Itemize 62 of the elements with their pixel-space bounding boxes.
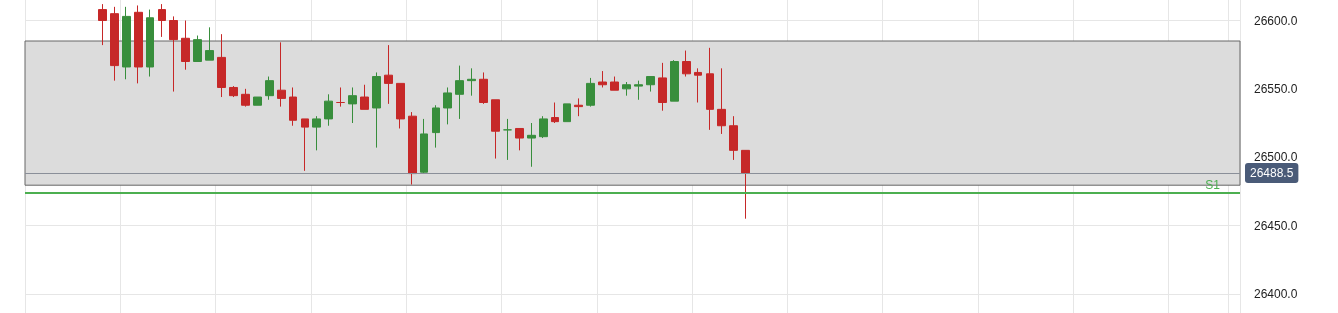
- candlestick: [539, 115, 548, 139]
- candlestick: [265, 76, 274, 101]
- y-tick-label: 26400.0: [1254, 286, 1298, 301]
- candlestick: [253, 96, 262, 106]
- candlestick: [229, 85, 238, 98]
- candlestick: [312, 115, 321, 151]
- candlestick: [181, 20, 190, 71]
- candlestick: [169, 15, 178, 93]
- candlestick: [324, 93, 333, 127]
- candlestick: [706, 47, 714, 131]
- candlestick: [610, 76, 619, 91]
- candlestick: [146, 9, 154, 78]
- candlestick: [158, 3, 166, 38]
- candlestick: [420, 118, 428, 175]
- candlestick: [646, 76, 655, 93]
- candlestick: [443, 86, 452, 125]
- candlestick: [455, 65, 464, 120]
- candlestick: [682, 50, 691, 78]
- candlestick: [622, 81, 631, 97]
- y-tick-label: 26450.0: [1254, 218, 1298, 233]
- ref-line-label: S1: [1205, 177, 1221, 192]
- candlestick: [658, 62, 667, 112]
- candlestick: [598, 70, 607, 88]
- candlestick: [98, 3, 107, 46]
- candlestick: [527, 122, 536, 168]
- candlestick: [134, 4, 143, 84]
- candlestick: [384, 44, 393, 105]
- candlestick: [729, 115, 738, 161]
- candlestick: [289, 86, 297, 127]
- candlestick: [396, 82, 405, 129]
- candlestick: [193, 35, 202, 63]
- candlestick: [586, 77, 595, 108]
- candlestick: [301, 118, 309, 172]
- candlestick: [515, 127, 524, 151]
- candlestick: [432, 104, 440, 149]
- candlestick: [741, 149, 750, 220]
- candlestick: [467, 67, 476, 97]
- candlestick: [503, 118, 512, 161]
- candlestick: [717, 67, 726, 135]
- ref-line-label: 26488.5: [1250, 165, 1294, 180]
- candlestick: [551, 102, 559, 124]
- candlestick: [408, 111, 417, 186]
- candlestick: [479, 71, 488, 105]
- candlestick: [670, 59, 679, 102]
- candlestick: [360, 84, 369, 110]
- candlestick: [217, 33, 226, 98]
- candlestick: [694, 67, 702, 104]
- y-tick-label: 26600.0: [1254, 13, 1298, 28]
- candlestick: [348, 86, 357, 124]
- candlestick: [110, 6, 119, 82]
- y-tick-label: 26550.0: [1254, 81, 1298, 96]
- candlestick: [563, 103, 571, 123]
- candlestick: [491, 99, 500, 160]
- candlestick: [574, 97, 583, 117]
- candlestick: [241, 88, 250, 108]
- candlestick: [205, 26, 214, 61]
- y-tick-label: 26500.0: [1254, 150, 1298, 165]
- candlestick: [372, 71, 381, 149]
- candlestick: [122, 6, 131, 80]
- candlestick: [336, 86, 345, 108]
- candlestick: [277, 41, 286, 108]
- candlestick: [634, 80, 643, 101]
